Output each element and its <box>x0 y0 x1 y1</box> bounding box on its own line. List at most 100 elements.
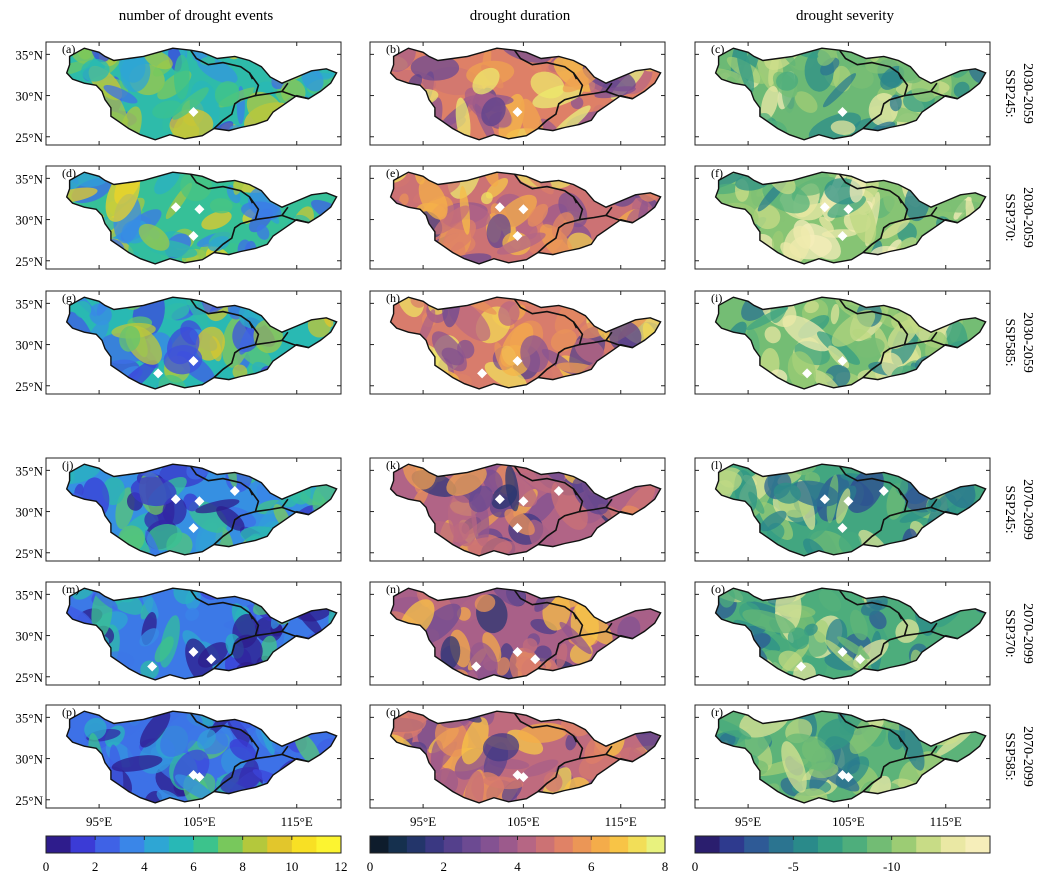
subbasin-boundary <box>537 196 584 254</box>
panel-label: (n) <box>386 582 400 596</box>
subbasin-boundary <box>281 214 309 224</box>
missing-cell <box>494 202 505 213</box>
heatmap-patch <box>804 300 819 314</box>
row-label-period: 2030-2059 <box>1020 312 1035 373</box>
heatmap-patch <box>240 201 282 221</box>
subbasin-boundary <box>579 498 613 513</box>
heatmap-patch <box>482 632 502 663</box>
panel-label: (g) <box>62 291 76 305</box>
heatmap-patch <box>781 741 807 793</box>
panel-label: (b) <box>386 42 400 56</box>
heatmap-patch <box>84 717 107 740</box>
heatmap-patch <box>154 636 174 663</box>
missing-cell <box>194 496 205 507</box>
missing-cell <box>512 356 523 367</box>
heatmap-patch <box>850 609 868 641</box>
missing-cell <box>494 494 505 505</box>
heatmap-patch <box>817 718 855 751</box>
heatmap-patch <box>830 303 840 325</box>
heatmap-patch <box>572 476 609 515</box>
missing-cell <box>188 523 199 534</box>
heatmap-patch <box>831 309 876 347</box>
subbasin-boundary <box>862 735 909 793</box>
panel-label: (a) <box>62 42 75 56</box>
subbasin-boundary <box>904 331 938 346</box>
missing-cell <box>518 204 529 215</box>
missing-cell <box>843 496 854 507</box>
colorbar-tick-label: 8 <box>662 859 669 874</box>
heatmap-patch <box>142 590 159 620</box>
heatmap-patch <box>175 774 214 801</box>
heatmap-patch <box>66 187 98 204</box>
colorbar-tick-label: 12 <box>335 859 348 874</box>
column-title-severity: drought severity <box>796 8 894 24</box>
heatmap-patch <box>760 510 787 532</box>
heatmap-patch <box>803 538 827 556</box>
heatmap-patch <box>66 464 101 485</box>
panel-f: (f) <box>694 165 991 270</box>
colorbar-swatch <box>499 836 518 853</box>
heatmap-patch <box>869 610 887 630</box>
heatmap-patch <box>594 86 636 99</box>
missing-cell <box>796 661 807 672</box>
missing-cell <box>206 654 217 665</box>
missing-cell <box>802 368 813 379</box>
lat-tick-label: 30°N <box>15 505 43 520</box>
colorbar-tick-label: 0 <box>692 859 699 874</box>
colorbar-severity: 0 -5 -10 <box>692 835 991 874</box>
missing-cell <box>837 107 848 118</box>
heatmap-patch <box>162 496 187 525</box>
row-label: SSP585: 2070-2099 <box>1002 726 1035 787</box>
lat-tick-label: 25°N <box>15 254 43 269</box>
colorbar-swatch <box>768 836 794 853</box>
heatmap-patch <box>773 482 801 504</box>
heatmap-patch <box>201 210 232 230</box>
subbasin-boundary <box>579 206 613 221</box>
colorbar-swatch <box>719 836 745 853</box>
missing-cell <box>855 654 866 665</box>
heatmap-patch <box>530 71 565 99</box>
lon-tick-label: 115°E <box>605 814 637 829</box>
heatmap-patch <box>481 97 506 127</box>
heatmap-patch <box>229 738 257 762</box>
colorbar-swatch <box>867 836 893 853</box>
row-label: SSP585: 2030-2059 <box>1002 312 1035 373</box>
colorbar-swatch <box>646 836 666 853</box>
heatmap-patch <box>794 91 818 113</box>
heatmap-patch <box>209 198 233 214</box>
heatmap-patch <box>482 733 520 762</box>
heatmap-patch <box>434 717 469 757</box>
row-label-scenario: SSP585: <box>1002 732 1017 780</box>
heatmap-patch <box>505 465 520 512</box>
subbasin-boundary <box>579 622 613 637</box>
colorbar-swatch <box>480 836 500 853</box>
heatmap-patch <box>481 192 493 205</box>
lat-tick-label: 35°N <box>15 587 43 602</box>
row-label-scenario: SSP245: <box>1002 485 1017 533</box>
panel-label: (m) <box>62 582 79 596</box>
colorbar-frame <box>694 835 991 854</box>
subbasin-boundary <box>537 321 584 379</box>
colorbar-tick-label: 2 <box>441 859 448 874</box>
heatmap-patch <box>172 87 209 120</box>
panel-label: (i) <box>711 291 722 305</box>
heatmap-patch <box>736 48 754 93</box>
missing-cell <box>170 494 181 505</box>
heatmap-patch <box>485 177 509 199</box>
lon-tick-label: 95°E <box>410 814 436 829</box>
panel-q: (q) 95°E 105°E 115°E <box>369 704 666 829</box>
heatmap-patch <box>163 345 203 375</box>
row-label-scenario: SSP585: <box>1002 318 1017 366</box>
heatmap-patch <box>822 73 857 108</box>
heatmap-patch <box>160 712 203 757</box>
heatmap-patch <box>461 717 489 765</box>
column-title-events: number of drought events <box>119 8 274 24</box>
row-label-period: 2070-2099 <box>1020 479 1035 540</box>
subbasin-boundary <box>862 321 909 379</box>
heatmap-patch <box>474 594 496 612</box>
panel-label: (d) <box>62 166 76 180</box>
panel-label: (l) <box>711 458 722 472</box>
panel-label: (k) <box>386 458 400 472</box>
